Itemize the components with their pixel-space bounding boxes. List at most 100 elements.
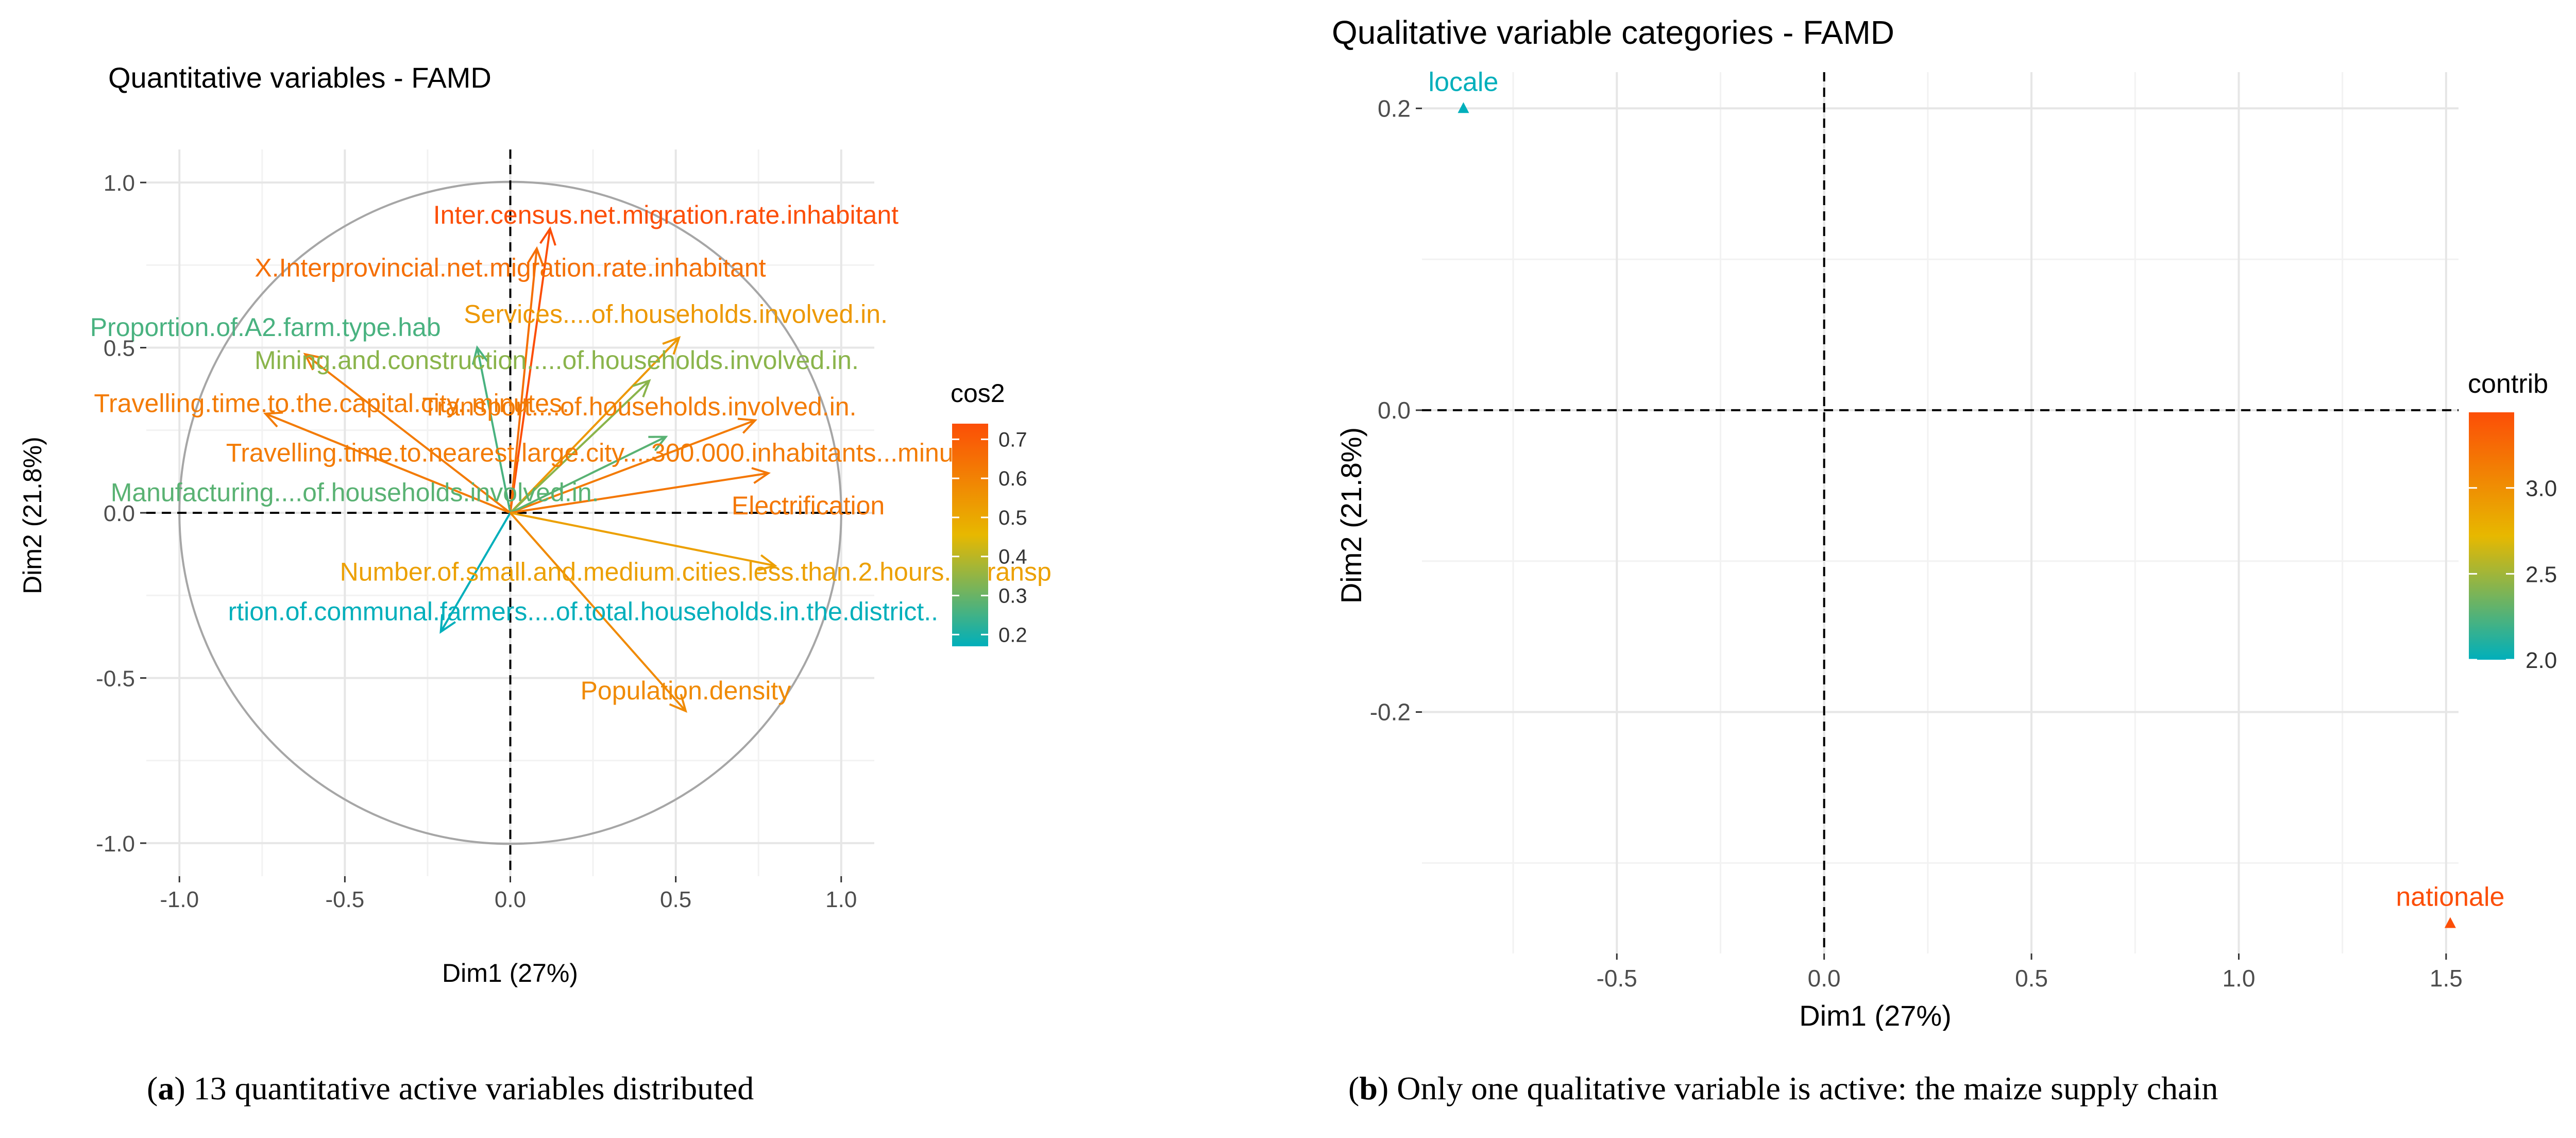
variable-arrow <box>510 512 775 567</box>
variable-arrow <box>304 353 511 514</box>
y-axis-label: Dim2 (21.8%) <box>18 437 47 594</box>
variable-arrow <box>510 380 650 514</box>
chart-title: Quantitative variables - FAMD <box>108 61 492 94</box>
legend-tick-label: 2.5 <box>2526 562 2557 587</box>
legend-colorbar <box>952 424 988 646</box>
legend-tick-label: 0.5 <box>998 507 1027 529</box>
variable-arrow <box>510 436 667 514</box>
legend-colorbar <box>2469 412 2514 660</box>
x-tick-label: 1.5 <box>2430 965 2463 992</box>
variable-label: Inter.census.net.migration.rate.inhabita… <box>433 200 899 229</box>
variable-arrowhead <box>303 353 323 371</box>
chart-title: Qualitative variable categories - FAMD <box>1332 14 1894 51</box>
category-label: locale <box>1429 67 1499 97</box>
legend-tick-label: 0.2 <box>998 624 1027 646</box>
variable-arrow <box>439 512 512 632</box>
caption-b-text: Only one qualitative variable is active:… <box>1397 1070 2218 1107</box>
variable-arrowhead <box>751 467 771 484</box>
x-tick-label: 1.0 <box>2222 965 2255 992</box>
legend-tick-label: 0.7 <box>998 428 1027 451</box>
x-axis-ticks: -1.0 -0.5 0.0 0.5 1.0 <box>160 876 857 912</box>
y-tick-label: -1.0 <box>96 831 135 857</box>
variable-label: Mining.and.construction.....of.household… <box>255 346 859 375</box>
y-tick-label: 0.0 <box>1378 397 1411 424</box>
y-tick-label: 0.5 <box>104 336 135 361</box>
variable-label: rtion.of.communal.farmers....of.total.ho… <box>228 597 938 626</box>
legend-title: contrib <box>2468 369 2548 399</box>
variable-arrowhead <box>527 246 544 265</box>
legend-tick-label: 0.4 <box>998 546 1027 568</box>
zero-axes <box>1422 72 2459 953</box>
category-point <box>1458 102 1469 113</box>
variable-label: Electrification <box>732 491 885 520</box>
y-tick-label: 1.0 <box>104 171 135 196</box>
y-tick-label: 0.2 <box>1378 95 1411 122</box>
caption-b-tag: b <box>1359 1070 1378 1107</box>
y-axis-ticks: -0.2 0.0 0.2 <box>1370 95 1422 726</box>
y-tick-label: -0.5 <box>96 666 135 691</box>
x-axis-ticks: -0.5 0.0 0.5 1.0 1.5 <box>1597 953 2463 992</box>
cos2-legend: cos2 0.2 0.3 0.4 0.5 0.6 0.7 <box>951 379 1027 646</box>
variable-arrow <box>509 248 538 513</box>
variable-arrowhead <box>632 379 651 398</box>
correlation-circle-chart: Quantitative variables - FAMD Inter.cens… <box>18 61 1052 988</box>
y-tick-label: -0.2 <box>1370 699 1411 726</box>
y-tick-label: 0.0 <box>104 501 135 526</box>
variable-arrowhead <box>471 345 489 365</box>
x-tick-label: 0.5 <box>2015 965 2048 992</box>
category-points: locale nationale <box>1429 67 2504 928</box>
qualitative-categories-chart: Qualitative variable categories - FAMD l… <box>1332 14 2557 1032</box>
x-tick-label: -1.0 <box>160 887 199 912</box>
y-axis-ticks: -1.0 -0.5 0.0 0.5 1.0 <box>96 171 146 857</box>
variable-label: Services....of.households.involved.in. <box>464 299 888 328</box>
variable-label: Transport....of.households.involved.in. <box>422 392 856 421</box>
x-axis-label: Dim1 (27%) <box>442 959 578 988</box>
contrib-legend: contrib 2.0 2.5 3.0 <box>2468 369 2557 673</box>
panel-b-categories: Qualitative variable categories - FAMD l… <box>1293 0 2576 1138</box>
legend-title: cos2 <box>951 379 1005 408</box>
gridlines <box>1422 72 2459 953</box>
legend-ticks: 0.2 0.3 0.4 0.5 0.6 0.7 <box>952 428 1027 646</box>
x-tick-label: -0.5 <box>325 887 364 912</box>
variable-arrow <box>510 419 756 514</box>
x-tick-label: 0.0 <box>495 887 526 912</box>
legend-tick-label: 2.0 <box>2526 648 2557 673</box>
caption-a: (a) 13 quantitative active variables dis… <box>147 1070 754 1107</box>
variable-arrowhead <box>648 436 668 451</box>
panel-a-correlation-circle: Quantitative variables - FAMD Inter.cens… <box>18 61 1052 1107</box>
variable-label: Manufacturing....of.households.involved.… <box>111 478 599 507</box>
variable-arrowhead <box>439 614 456 634</box>
y-axis-label: Dim2 (21.8%) <box>1335 427 1367 604</box>
variable-arrowhead <box>737 417 758 434</box>
variable-label: Population.density <box>581 676 791 705</box>
variable-label: Number.of.small.and.medium.cities.less.t… <box>340 557 1052 586</box>
legend-ticks: 2.0 2.5 3.0 <box>2469 476 2557 673</box>
variable-label: Travelling.time.to.nearest.large.city...… <box>226 439 954 467</box>
legend-tick-label: 0.6 <box>998 467 1027 490</box>
variable-label: Travelling.time.to.the.capital.city..min… <box>94 389 569 418</box>
x-tick-label: 1.0 <box>825 887 857 912</box>
category-point <box>2444 917 2456 928</box>
legend-tick-label: 0.3 <box>998 584 1027 607</box>
variable-arrow <box>265 412 511 514</box>
caption-a-tag: a <box>158 1070 175 1107</box>
variable-arrowhead <box>669 694 687 713</box>
variable-arrowhead <box>263 411 283 428</box>
caption-b: (b) Only one qualitative variable is act… <box>1348 1070 2218 1107</box>
variable-arrows <box>263 226 777 713</box>
variable-arrowhead <box>757 554 777 571</box>
legend-tick-label: 3.0 <box>2526 476 2557 501</box>
variable-arrowhead <box>539 226 556 246</box>
variable-labels: Inter.census.net.migration.rate.inhabita… <box>90 200 1052 705</box>
variable-label: X.Interprovincial.net.migration.rate.inh… <box>255 254 766 282</box>
variable-label: Proportion.of.A2.farm.type.hab <box>90 313 441 342</box>
variable-arrow <box>509 228 551 513</box>
x-axis-label: Dim1 (27%) <box>1799 999 1952 1031</box>
caption-a-text: 13 quantitative active variables distrib… <box>193 1070 754 1107</box>
x-tick-label: 0.0 <box>1808 965 1841 992</box>
variable-arrow <box>510 337 680 514</box>
x-tick-label: 0.5 <box>660 887 691 912</box>
variable-arrow <box>510 472 769 514</box>
variable-arrow <box>510 512 687 712</box>
x-tick-label: -0.5 <box>1597 965 1637 992</box>
